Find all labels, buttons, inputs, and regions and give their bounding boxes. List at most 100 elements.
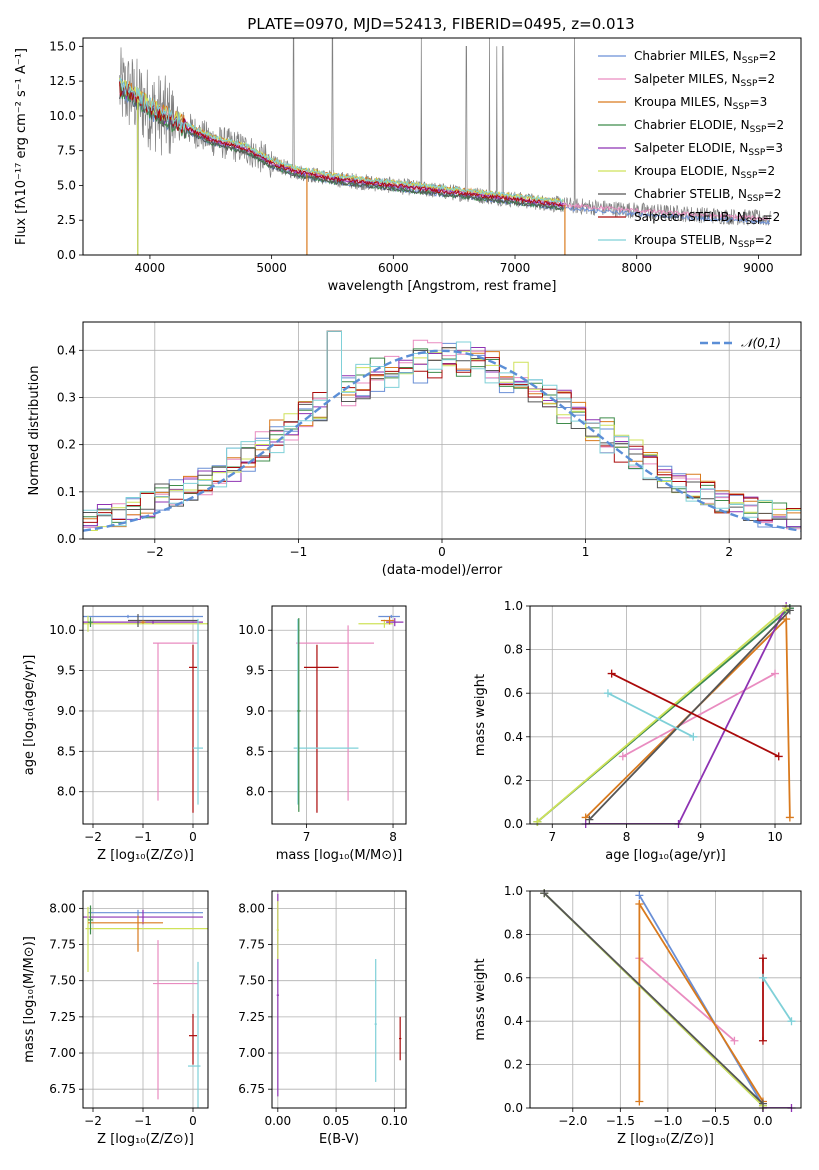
series-line [762,977,793,1022]
y-tick-label: 15.0 [49,39,76,53]
y-tick-label: 9.5 [57,664,76,678]
y-tick-label: 0.6 [504,971,523,985]
series-marker [782,615,791,624]
legend-entry: Chabrier STELIB, NSSP=2 [634,187,782,204]
y-tick-label: 8.0 [246,785,265,799]
axes-frame [271,605,407,825]
legend-entry: 𝒩(0,1) [741,336,781,350]
x-axis-label: E(B-V) [319,1132,359,1147]
legend-entry-tail: =3 [750,95,768,109]
x-tick-label: 8 [389,830,397,844]
y-tick-label: 0.4 [504,730,523,744]
series-marker [785,813,794,822]
y-tick-label: 0.0 [504,1101,523,1115]
y-axis-label: mass weight [473,958,488,1040]
x-tick-label: 1 [582,545,590,559]
legend-entry-subscript: SSP [741,171,758,181]
series-line [638,894,764,1107]
legend-entry-subscript: SSP [733,102,750,112]
series-marker [635,891,644,900]
legend-entry-tail: =2 [757,164,775,178]
model-spectrum-line [119,86,564,211]
x-tick-label: 9000 [743,261,774,275]
x-tick-label: −1.0 [653,1114,682,1128]
series-marker [787,1017,796,1026]
y-tick-label: 7.00 [49,1046,76,1060]
y-axis-label: mass weight [473,674,488,756]
series-marker [689,732,698,741]
legend-entry-subscript: SSP [742,56,759,66]
x-axis-label: wavelength [Angstrom, rest frame] [328,279,557,294]
legend-entry: Chabrier MILES, NSSP=2 [634,49,776,66]
y-tick-label: 7.75 [238,938,265,952]
x-tick-label: 0 [189,1114,197,1128]
series-line [536,607,787,823]
panel-residual_histogram: −2 −1 0 1 2 0.0 0.1 0.2 0.3 0.4 (data-model)/error… [27,321,802,578]
y-tick-label: 8.00 [238,901,265,915]
legend-entry-subscript: SSP [748,148,765,158]
series-marker [730,1036,739,1045]
y-tick-label: 8.00 [49,901,76,915]
panel-mass_vs_Z: −2 −1 0 6.75 7.00 7.25 7.50 7.75 8.00 Z [log₁₀(Z/… [22,890,209,1147]
y-tick-label: 7.75 [49,938,76,952]
legend: Chabrier MILES, NSSP=2 Salpeter MILES, NS… [598,49,784,250]
legend-entry-subscript: SSP [741,79,758,89]
panel-mass_weight_vs_age: 7 8 9 10 0.0 0.2 0.4 0.6 0.8 1.0 age [log₁₀(age/yr… [473,599,802,863]
legend-entry-tail: =2 [755,233,773,247]
x-tick-label: −1.5 [606,1114,635,1128]
y-tick-label: 0.4 [57,343,76,357]
legend-entry: Kroupa ELODIE, NSSP=2 [634,164,775,181]
x-tick-label: 7 [303,830,311,844]
y-tick-label: 6.75 [238,1082,265,1096]
legend-entry: Kroupa MILES, NSSP=3 [634,95,767,112]
series-marker [758,1099,767,1108]
legend-entry-subscript: SSP [738,240,755,250]
y-tick-label: 0.1 [57,485,76,499]
y-tick-label: 9.0 [246,704,265,718]
y-tick-label: 6.75 [49,1082,76,1096]
x-tick-label: −1 [134,1114,152,1128]
series-marker [618,752,627,761]
legend-entry-subscript: SSP [747,194,764,204]
x-tick-label: −2 [84,830,102,844]
y-tick-label: 7.25 [49,1010,76,1024]
x-tick-label: 10 [767,830,782,844]
series-marker [635,900,644,909]
series-line [622,672,776,758]
y-tick-label: 0.0 [57,532,76,546]
y-tick-label: 7.5 [57,144,76,158]
y-tick-label: 1.0 [504,599,523,613]
legend-entry: Kroupa STELIB, NSSP=2 [634,233,772,250]
y-tick-label: 0.8 [504,643,523,657]
x-axis-label: Z [log₁₀(Z/Z⊙)] [97,1132,194,1147]
y-axis-label: Flux [fλ10⁻¹⁷ erg cm⁻² s⁻¹ A⁻¹] [14,48,29,245]
x-tick-label: 7 [548,830,556,844]
histogram-step-line [83,330,801,527]
x-tick-label: −1 [290,545,308,559]
model-spectrum-line [119,77,564,203]
series-marker [774,752,783,761]
y-tick-label: 8.0 [57,785,76,799]
x-tick-label: −2 [146,545,164,559]
histogram-step-line [83,330,801,521]
x-tick-label: −2.0 [558,1114,587,1128]
y-tick-label: 0.2 [504,773,523,787]
x-tick-label: 9 [697,830,705,844]
y-tick-label: 0.6 [504,686,523,700]
y-tick-label: 8.5 [246,744,265,758]
y-tick-label: 10.0 [238,623,265,637]
legend-entry-subscript: SSP [750,125,767,135]
y-tick-label: 7.00 [238,1046,265,1060]
legend-entry: Chabrier ELODIE, NSSP=2 [634,118,784,135]
x-tick-label: 8 [623,830,631,844]
series-marker [771,669,780,678]
x-tick-label: −2 [84,1114,102,1128]
y-tick-label: 7.25 [238,1010,265,1024]
x-axis-label: age [log₁₀(age/yr)] [605,848,726,863]
series-marker [635,1097,644,1106]
legend-entry-tail: =2 [759,49,777,63]
series-marker [603,689,612,698]
axes-frame [529,890,802,1109]
x-tick-label: 7000 [500,261,531,275]
x-tick-label: 5000 [256,261,287,275]
